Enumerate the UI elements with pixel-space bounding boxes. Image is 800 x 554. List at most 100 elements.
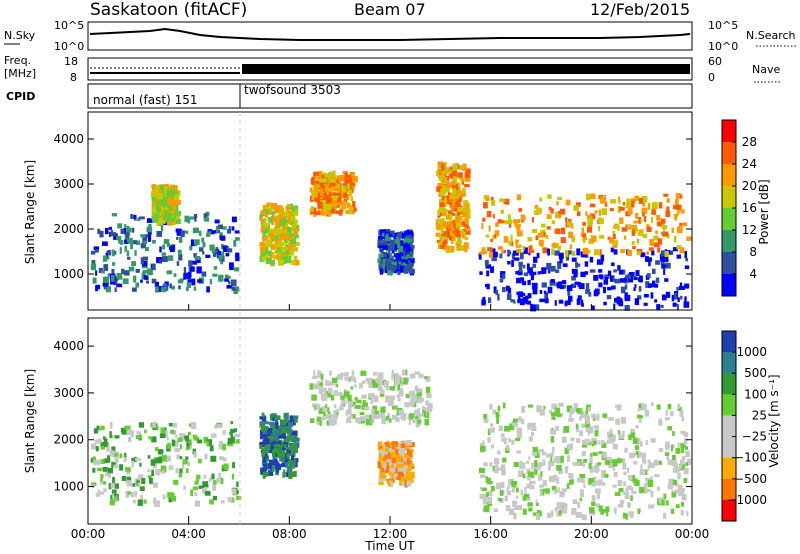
velocity-cell <box>613 434 616 442</box>
power-cell <box>453 207 458 212</box>
velocity-cell <box>579 497 582 502</box>
power-cell <box>275 255 280 259</box>
velocity-cell <box>604 473 609 478</box>
velocity-cell <box>653 459 659 466</box>
velocity-cell <box>281 450 286 457</box>
velocity-cell <box>585 410 589 415</box>
power-cell <box>486 210 492 218</box>
power-cell <box>528 252 531 256</box>
power-cell <box>457 193 460 198</box>
power-cell <box>550 266 554 272</box>
power-cell <box>378 236 383 242</box>
power-cell <box>451 213 456 216</box>
power-cell <box>152 239 156 244</box>
power-cell <box>90 263 97 271</box>
velocity-cell <box>595 470 598 474</box>
power-cell <box>170 205 175 210</box>
velocity-cell <box>380 392 385 397</box>
power-cell <box>166 270 173 275</box>
velocity-cell <box>230 428 235 434</box>
power-cell <box>280 220 286 226</box>
velocity-cell <box>665 445 670 451</box>
velocity-cell <box>679 464 683 469</box>
velocity-cell <box>328 419 335 426</box>
power-cell <box>163 196 169 201</box>
velocity-cell <box>627 467 630 473</box>
velocity-cell <box>390 395 395 401</box>
velocity-cell <box>540 471 543 477</box>
power-cell <box>543 290 547 294</box>
velocity-cell <box>327 407 330 413</box>
power-cell <box>563 284 566 289</box>
power-cell <box>201 237 205 243</box>
power-cell <box>460 229 464 235</box>
velocity-cell <box>404 402 410 408</box>
power-cell <box>486 283 490 290</box>
power-cell <box>646 224 650 229</box>
power-cell <box>452 163 458 170</box>
velocity-cell <box>664 417 670 421</box>
velocity-cell <box>501 438 507 443</box>
power-cell <box>479 271 483 275</box>
velocity-cell <box>556 502 562 510</box>
power-cell <box>613 303 616 311</box>
velocity-cell <box>319 420 322 426</box>
date-title: 12/Feb/2015 <box>590 0 690 19</box>
velocity-cell <box>281 435 287 439</box>
power-cell <box>604 274 610 279</box>
power-cell <box>629 278 633 283</box>
velocity-cell <box>550 435 554 443</box>
power-cell <box>382 258 386 263</box>
power-cell <box>675 204 682 210</box>
power-cell <box>227 276 231 279</box>
velocity-cell <box>609 436 615 444</box>
power-cell <box>676 287 679 291</box>
velocity-cell <box>231 488 237 495</box>
power-cell <box>395 253 398 260</box>
power-cell <box>571 223 574 229</box>
power-cell <box>646 251 649 255</box>
power-cell <box>506 293 512 300</box>
velocity-cell <box>399 479 402 485</box>
power-cell <box>407 234 412 239</box>
velocity-cell <box>265 427 271 434</box>
velocity-cell <box>124 425 131 430</box>
velocity-cell <box>424 419 430 426</box>
velocity-colorbar-tick-label: −100 <box>734 451 767 465</box>
velocity-cell <box>120 428 125 433</box>
power-cell <box>180 230 185 237</box>
power-cell <box>152 215 157 220</box>
power-cell <box>677 209 680 214</box>
power-cell <box>126 225 130 231</box>
power-cell <box>389 258 394 264</box>
velocity-colorbar-tick-label: 100 <box>744 387 767 401</box>
velocity-cell <box>272 465 275 472</box>
velocity-cell <box>385 447 389 452</box>
power-cell <box>284 214 287 218</box>
power-cell <box>447 183 451 189</box>
velocity-cell <box>482 440 485 448</box>
velocity-cell <box>403 457 409 462</box>
velocity-cell <box>286 447 290 451</box>
power-cell <box>622 278 628 282</box>
velocity-cell <box>222 430 226 435</box>
velocity-cell <box>376 383 379 388</box>
power-cell <box>270 260 274 264</box>
velocity-cell <box>393 444 398 450</box>
velocity-cell <box>657 486 660 491</box>
power-cell <box>163 204 169 212</box>
velocity-cell <box>386 459 392 466</box>
velocity-cell <box>110 483 114 489</box>
power-cell <box>259 242 265 247</box>
power-cell <box>572 283 576 287</box>
velocity-cell <box>325 379 330 386</box>
velocity-cell <box>128 437 132 443</box>
power-cell <box>380 257 384 263</box>
power-cell <box>173 273 177 277</box>
power-cell <box>452 180 455 185</box>
power-cell <box>262 237 265 244</box>
power-cell <box>511 260 514 267</box>
velocity-cell <box>156 425 159 431</box>
power-cell <box>310 178 316 185</box>
velocity-cell <box>381 412 385 418</box>
